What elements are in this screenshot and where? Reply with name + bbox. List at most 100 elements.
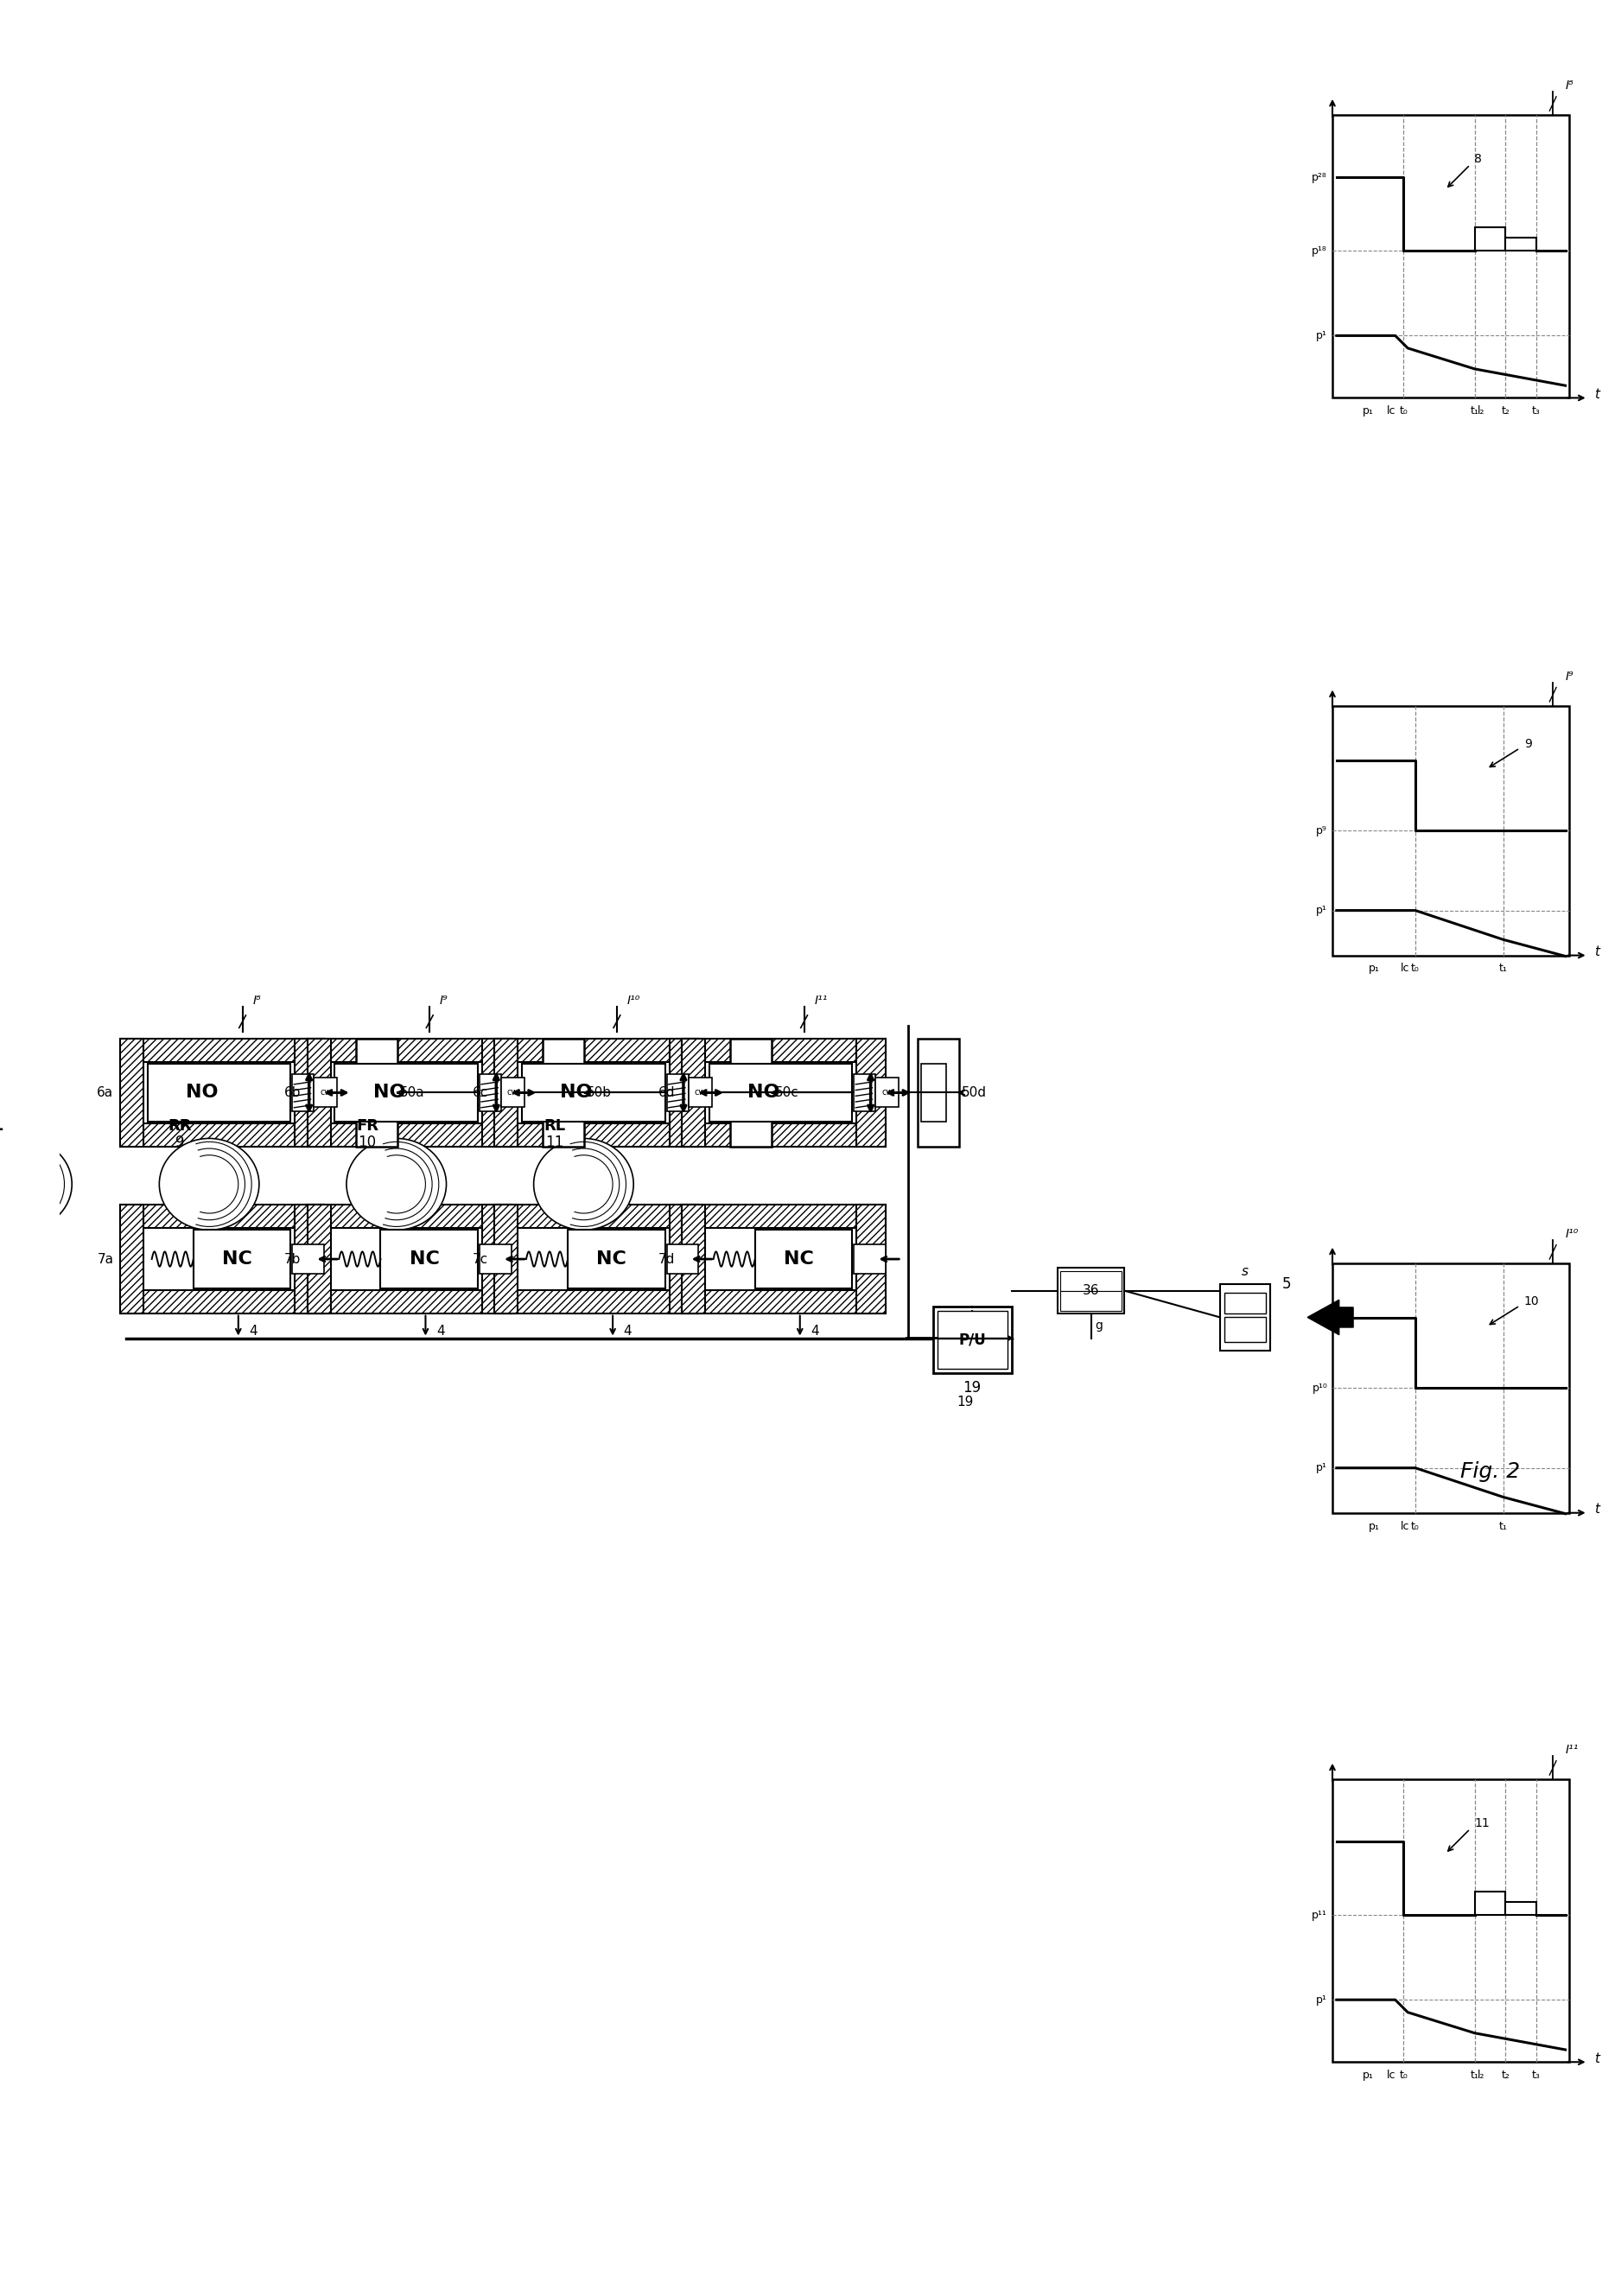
Text: lc: lc: [1387, 406, 1395, 418]
Text: p¹: p¹: [1317, 331, 1328, 342]
Text: 50b: 50b: [586, 1086, 612, 1100]
Bar: [120, 1038, 324, 1061]
Text: 6b: 6b: [284, 1086, 301, 1100]
Text: 19: 19: [963, 1380, 982, 1396]
Text: t: t: [1594, 2053, 1600, 2064]
Text: cw: cw: [508, 1088, 519, 1097]
Bar: [308, 1123, 511, 1146]
Ellipse shape: [159, 1139, 260, 1231]
Text: 4: 4: [811, 1325, 819, 1339]
Bar: [546, 1063, 572, 1123]
Text: 19: 19: [956, 1396, 974, 1410]
Bar: [495, 1123, 698, 1146]
Text: t₃: t₃: [1532, 2069, 1541, 2080]
Bar: [495, 1205, 698, 1228]
Text: NO: NO: [186, 1084, 218, 1102]
Text: s: s: [1242, 1265, 1248, 1279]
Text: t₂: t₂: [1501, 406, 1509, 418]
Text: FL: FL: [0, 1118, 3, 1134]
Bar: [1333, 705, 1570, 955]
Bar: [120, 1205, 144, 1313]
Bar: [120, 1205, 324, 1228]
Text: t: t: [1594, 388, 1600, 402]
Text: t₁: t₁: [1499, 962, 1507, 974]
Text: cw: cw: [320, 1088, 332, 1097]
Bar: [482, 1038, 511, 1146]
Text: NO: NO: [561, 1084, 593, 1102]
Bar: [682, 1038, 886, 1061]
Bar: [666, 1244, 698, 1274]
Text: 7a: 7a: [98, 1254, 114, 1265]
Text: 36: 36: [1083, 1283, 1099, 1297]
Bar: [479, 1244, 511, 1274]
Text: 11: 11: [545, 1134, 564, 1150]
Bar: [543, 1038, 585, 1146]
Text: 6d: 6d: [658, 1086, 674, 1100]
Text: 7d: 7d: [658, 1254, 674, 1265]
Text: t₁: t₁: [1471, 406, 1479, 418]
Text: lc: lc: [1387, 2069, 1395, 2080]
Text: p¹: p¹: [1317, 1995, 1328, 2004]
Text: t₁: t₁: [1471, 2069, 1479, 2080]
Text: p⁹: p⁹: [1317, 824, 1328, 836]
Text: 4: 4: [436, 1325, 445, 1339]
Bar: [682, 1205, 886, 1228]
Bar: [360, 1063, 384, 1123]
Text: p¹¹: p¹¹: [1312, 1910, 1328, 1919]
Bar: [937, 1339, 1008, 1368]
Text: I⁸: I⁸: [1565, 80, 1573, 92]
Bar: [120, 1290, 324, 1313]
Text: I¹¹: I¹¹: [1565, 1745, 1578, 1756]
Bar: [1333, 115, 1570, 397]
Text: NO: NO: [748, 1084, 780, 1102]
Text: t₀: t₀: [1411, 962, 1419, 974]
Text: 8: 8: [1474, 154, 1482, 165]
Text: cw: cw: [881, 1088, 892, 1097]
Bar: [1506, 1901, 1536, 1915]
Bar: [937, 1311, 1008, 1336]
Bar: [381, 1231, 477, 1288]
Bar: [857, 1038, 886, 1146]
Bar: [734, 1063, 759, 1123]
Text: t₂: t₂: [1501, 2069, 1509, 2080]
Text: p¹⁸: p¹⁸: [1312, 246, 1328, 257]
Text: p²⁸: p²⁸: [1312, 172, 1328, 184]
Text: p₁: p₁: [1368, 962, 1379, 974]
Bar: [479, 1075, 501, 1111]
Bar: [120, 1038, 144, 1146]
Text: I⁸: I⁸: [253, 994, 261, 1006]
Text: t₁: t₁: [1499, 1520, 1507, 1531]
Bar: [1061, 1290, 1121, 1311]
Text: 4: 4: [623, 1325, 631, 1339]
Bar: [1475, 1892, 1506, 1915]
Bar: [293, 1075, 314, 1111]
Text: p₁: p₁: [1362, 2069, 1373, 2080]
Bar: [335, 1063, 477, 1123]
Text: I⁹: I⁹: [1565, 670, 1573, 682]
Text: cw: cw: [694, 1088, 706, 1097]
Bar: [670, 1205, 698, 1313]
Text: 50d: 50d: [961, 1086, 987, 1100]
Text: t₀: t₀: [1400, 406, 1408, 418]
FancyArrow shape: [1307, 1300, 1354, 1334]
Text: t₀: t₀: [1400, 2069, 1408, 2080]
Text: 6a: 6a: [98, 1086, 114, 1100]
Bar: [932, 1306, 1012, 1373]
Text: l₂: l₂: [1477, 2069, 1485, 2080]
Text: NC: NC: [596, 1251, 626, 1267]
Bar: [854, 1244, 886, 1274]
Text: 7b: 7b: [284, 1254, 301, 1265]
Text: RR: RR: [168, 1118, 192, 1134]
Text: 9: 9: [1524, 737, 1532, 751]
Bar: [682, 1038, 705, 1146]
Text: p¹: p¹: [1317, 1463, 1328, 1474]
Text: 5: 5: [1282, 1277, 1291, 1293]
Text: 11: 11: [1474, 1816, 1490, 1830]
Bar: [495, 1290, 698, 1313]
Text: 9: 9: [176, 1134, 184, 1150]
Text: I⁹: I⁹: [439, 994, 449, 1006]
Bar: [314, 1077, 338, 1107]
Text: 6c: 6c: [473, 1086, 489, 1100]
Bar: [295, 1205, 324, 1313]
Bar: [1506, 236, 1536, 250]
